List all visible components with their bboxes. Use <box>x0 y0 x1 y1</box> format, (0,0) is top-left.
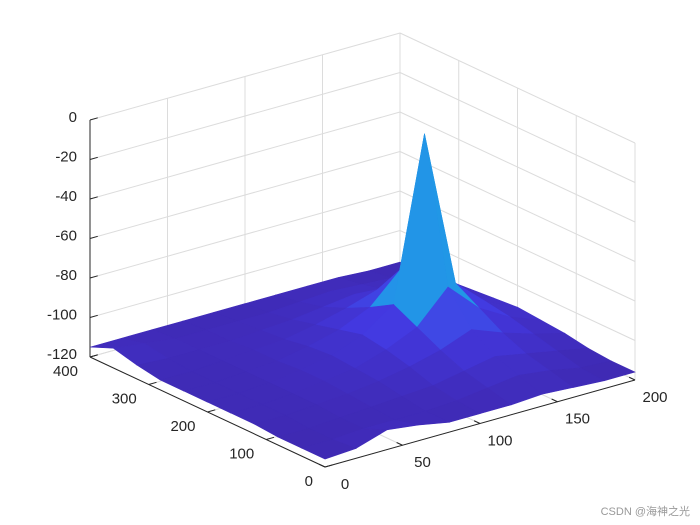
x-tick <box>318 463 326 468</box>
y-tick-label: 100 <box>229 445 254 462</box>
z-tick <box>89 275 98 279</box>
grid-line <box>399 111 636 223</box>
surface-patch <box>300 439 357 460</box>
y-tick <box>266 436 275 440</box>
x-tick <box>551 398 558 403</box>
grid-line <box>89 32 401 121</box>
grid-line <box>89 111 401 200</box>
y-tick-label: 300 <box>112 390 137 407</box>
z-tick <box>89 117 98 121</box>
y-tick <box>148 381 157 385</box>
y-tick <box>207 409 216 413</box>
z-tick-label: -120 <box>47 346 77 363</box>
x-tick-label: 150 <box>565 411 590 428</box>
y-tick-label: 0 <box>305 473 313 490</box>
grid-line <box>89 230 401 318</box>
x-tick <box>396 442 403 446</box>
grid-line <box>89 72 401 160</box>
grid-line <box>89 151 401 239</box>
z-tick-label: -40 <box>55 188 77 205</box>
grid-line <box>399 151 636 262</box>
z-tick-label: -80 <box>55 267 77 284</box>
x-tick-label: 0 <box>341 476 349 493</box>
z-tick <box>89 314 98 318</box>
z-tick <box>89 156 98 160</box>
grid-line <box>399 72 636 183</box>
z-tick <box>89 235 98 239</box>
z-tick-label: 0 <box>69 109 77 126</box>
grid-line <box>89 190 401 279</box>
x-tick-label: 100 <box>487 432 512 449</box>
z-tick-label: -100 <box>47 306 77 323</box>
y-tick-label: 200 <box>170 418 195 435</box>
x-tick-label: 50 <box>414 454 431 471</box>
z-tick-label: -60 <box>55 227 77 244</box>
watermark: CSDN @海神之光 <box>601 504 690 518</box>
y-tick-label: 400 <box>53 363 78 380</box>
z-tick-label: -20 <box>55 148 77 165</box>
x-tick-label: 200 <box>642 389 667 406</box>
y-tick <box>324 464 333 468</box>
z-tick <box>89 196 98 200</box>
grid-line <box>399 32 636 144</box>
x-tick <box>628 376 636 381</box>
x-tick <box>473 420 481 424</box>
z-tick <box>89 354 98 358</box>
